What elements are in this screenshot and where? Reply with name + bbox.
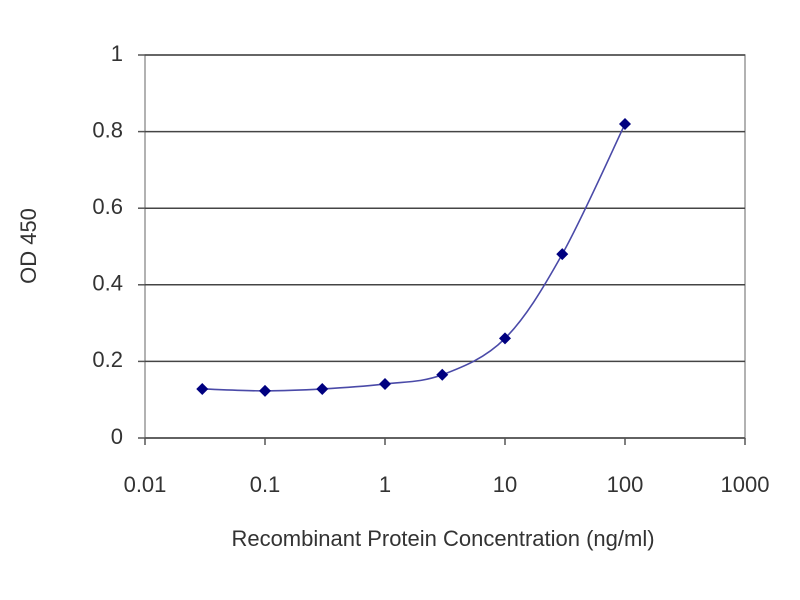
x-tick-label: 0.1	[250, 472, 281, 497]
y-tick-label: 0	[111, 424, 123, 449]
y-tick-label: 0.8	[92, 117, 123, 142]
x-tick-label: 10	[493, 472, 517, 497]
data-point	[619, 117, 631, 130]
x-tick-label: 0.01	[124, 472, 167, 497]
x-tick-label: 1	[379, 472, 391, 497]
x-tick-label: 100	[607, 472, 644, 497]
data-point	[259, 384, 271, 397]
y-axis-label: OD 450	[16, 208, 41, 284]
x-tick-label: 1000	[721, 472, 770, 497]
x-axis-label: Recombinant Protein Concentration (ng/ml…	[231, 526, 654, 551]
data-point	[379, 377, 391, 390]
y-tick-label: 1	[111, 41, 123, 66]
y-tick-label: 0.4	[92, 271, 123, 296]
data-point	[499, 332, 511, 345]
data-point	[436, 368, 449, 381]
y-tick-label: 0.2	[92, 347, 123, 372]
data-point	[556, 248, 569, 261]
data-point	[196, 382, 209, 395]
data-point	[316, 382, 329, 395]
y-tick-label: 0.6	[92, 194, 123, 219]
